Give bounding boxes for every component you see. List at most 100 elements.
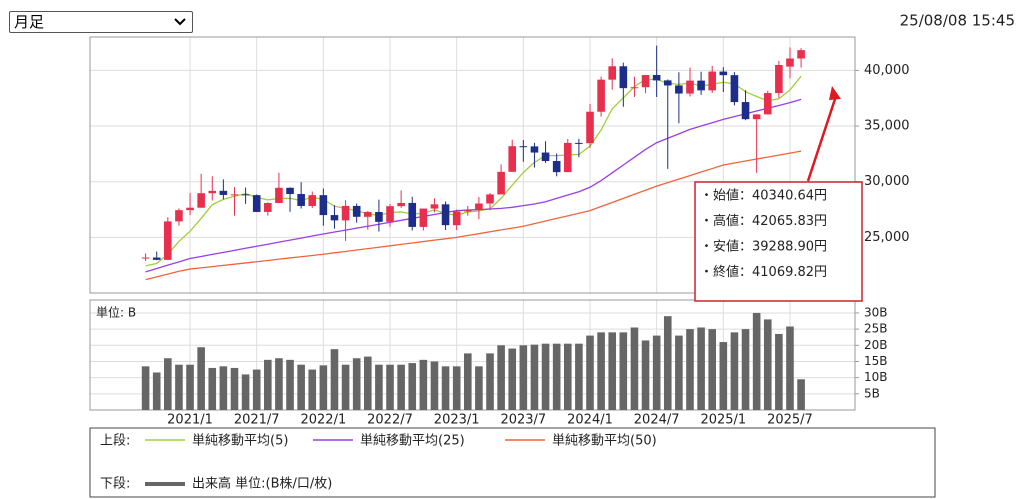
candle-body (763, 93, 772, 115)
candle-body (775, 64, 783, 94)
volume-bar (364, 356, 372, 410)
candle-body (563, 142, 572, 173)
candle-body (252, 195, 261, 212)
x-tick-label: 2021/1 (167, 413, 213, 428)
y-tick-label: 30B (864, 305, 888, 319)
volume-bar (219, 366, 228, 410)
candle-body (475, 203, 483, 211)
tooltip-line: ・始値：40340.64円 (700, 188, 827, 204)
volume-bar (164, 358, 172, 410)
candle-body (375, 211, 383, 222)
candle-body (508, 146, 517, 172)
candle-body (430, 204, 439, 209)
volume-bar (786, 326, 794, 410)
volume-bar (286, 359, 294, 410)
volume-bar (752, 312, 761, 410)
candle-body (197, 193, 205, 208)
volume-bar (475, 366, 483, 410)
x-tick-label: 2024/7 (634, 413, 680, 428)
legend: 上段: 下段: 単純移動平均(5) 単純移動平均(25) 単純移動平均(50) 出来高… (100, 433, 657, 492)
volume-bar (308, 369, 317, 410)
candle-body (208, 190, 217, 194)
candle-body (730, 75, 739, 103)
legend-box (89, 427, 936, 498)
period-select-text: 月足 (14, 13, 45, 31)
candle-body (419, 208, 428, 227)
volume-bar (597, 332, 605, 410)
volume-bar (641, 340, 650, 410)
candle-body (386, 206, 394, 222)
candle-body (786, 58, 794, 67)
candle-body (463, 210, 472, 212)
volume-bar (552, 343, 561, 410)
candle-body (330, 215, 339, 221)
candle-body (741, 102, 750, 120)
tooltip-line: ・安値：39288.90円 (700, 239, 827, 255)
y-tick-label: 20B (864, 338, 888, 352)
x-tick-label: 2023/1 (434, 413, 480, 428)
x-tick-label: 2022/7 (367, 413, 413, 428)
volume-bar (486, 353, 494, 410)
x-tick-label: 2022/1 (300, 413, 346, 428)
x-tick-label: 2021/7 (234, 413, 280, 428)
y-tick-label: 5B (864, 386, 880, 400)
candle-body (697, 80, 705, 91)
candle-body (397, 202, 405, 207)
volume-bar (708, 329, 717, 410)
volume-bar (152, 372, 161, 410)
candle-body (641, 75, 650, 88)
volume-bar (230, 367, 239, 410)
volume-bar (586, 335, 594, 410)
volume-bar (686, 329, 694, 410)
x-tick-label: 2024/1 (567, 413, 613, 428)
chevron-icon (174, 18, 186, 26)
y-tick-label: 10B (864, 370, 888, 384)
candle-body (452, 211, 461, 226)
y-tick-label: 15B (864, 354, 888, 368)
candle-body (675, 85, 683, 94)
volume-bar (252, 369, 261, 410)
candle-body (597, 79, 605, 112)
volume-bar (519, 345, 528, 410)
candle-body (541, 152, 550, 162)
candle-body (708, 71, 717, 91)
y-tick-label: 40,000 (864, 63, 910, 78)
x-tick-label: 2025/1 (700, 413, 746, 428)
period-select[interactable]: 月足 (9, 11, 193, 33)
volume-bar (241, 374, 250, 410)
candle-body (530, 146, 539, 153)
volume-bar (441, 366, 450, 410)
candle-body (719, 71, 728, 76)
candle-body (608, 66, 617, 80)
volume-bar (541, 343, 550, 410)
volume-bar (741, 329, 750, 410)
volume-bar (319, 365, 328, 410)
volume-bar (508, 348, 517, 410)
ma-line (145, 98, 802, 273)
volume-bar (197, 347, 205, 410)
volume-bar (186, 364, 194, 410)
volume-bar (719, 342, 728, 410)
candle-body (264, 202, 272, 212)
legend-label: 単純移動平均(50) (552, 433, 657, 449)
volume-bar (408, 363, 417, 410)
volume-bar (208, 367, 217, 410)
legend-label: 単純移動平均(5) (192, 433, 288, 449)
y-tick-label: 25B (864, 322, 888, 336)
volume-bar (297, 364, 305, 410)
candle-body (164, 221, 172, 260)
candle-body (686, 80, 694, 94)
volume-bar (675, 335, 683, 410)
volume-bar (375, 364, 383, 410)
volume-bar (763, 319, 772, 410)
candle-body (586, 111, 594, 144)
candle-body (152, 257, 161, 260)
candle-body (297, 194, 305, 206)
volume-bar (663, 316, 672, 410)
volume-bar (141, 366, 150, 410)
volume-bar (619, 332, 628, 410)
candle-body (275, 187, 283, 203)
volume-bar (608, 332, 617, 410)
